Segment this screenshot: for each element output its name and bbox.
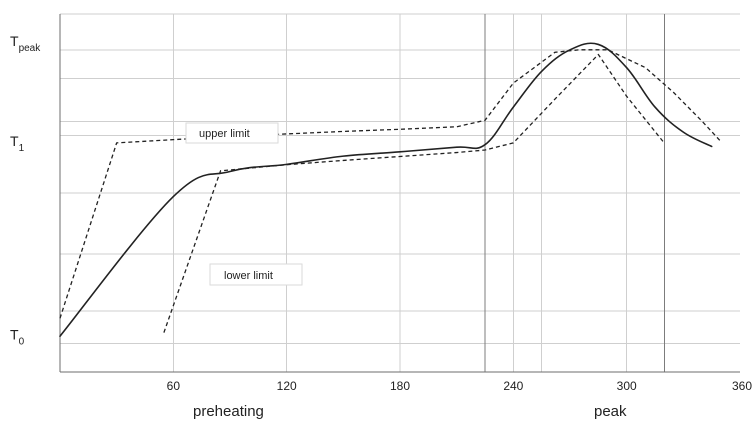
y-tick-main: T [10,33,19,49]
x-tick-label: 300 [617,379,637,393]
y-tick-main: T [10,326,19,342]
x-tick-label: 60 [167,379,181,393]
y-tick-main: T [10,133,19,149]
series [59,42,722,337]
peak-label: peak [594,403,627,420]
upper-limit-label: upper limit [199,128,250,140]
x-tick-label: 240 [503,379,523,393]
lower-limit-box [209,263,303,286]
profile-line [59,42,713,337]
grid [60,13,740,372]
upper-limit-box [185,122,279,144]
axis-labels: preheating peak [193,403,627,420]
preheating-label: preheating [193,403,264,420]
annotations: upper limit lower limit [185,122,303,286]
x-tick-label: 360 [732,379,752,393]
y-tick-sub: 1 [19,143,25,154]
y-tick-sub: 0 [19,336,25,347]
lower-limit-annotation: lower limit [209,263,303,286]
upper-limit-line [59,49,722,319]
upper-limit-annotation: upper limit [185,122,279,144]
y-tick-label: Tpeak [10,33,41,54]
y-tick-label: T0 [10,326,25,347]
lower-limit-line [163,53,665,333]
phase-markers [484,14,666,372]
x-tick-label: 180 [390,379,410,393]
y-tick-label: T1 [10,133,25,154]
y-tick-sub: peak [19,43,42,54]
x-tick-label: 120 [277,379,297,393]
lower-limit-label: lower limit [224,270,273,282]
